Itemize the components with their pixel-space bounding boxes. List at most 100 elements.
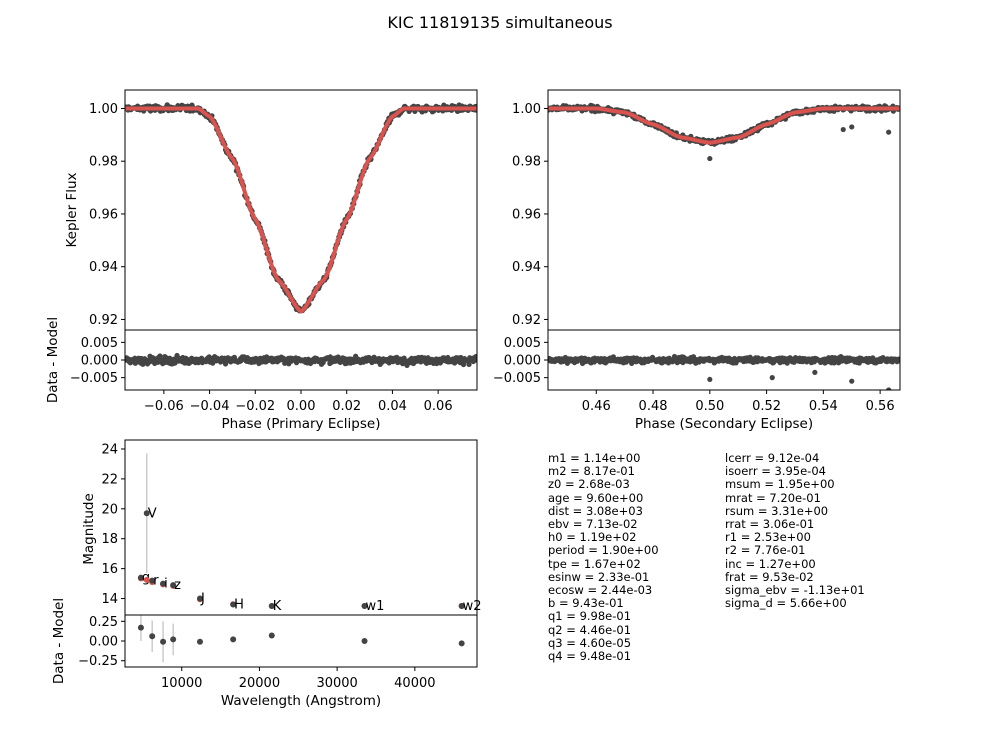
- data-point: [268, 603, 275, 610]
- parameter-line: q3 = 4.60e-05: [548, 635, 632, 650]
- x-tick-label: −0.02: [235, 399, 275, 414]
- x-tick-label: −0.04: [190, 399, 230, 414]
- y-tick-label: 20: [101, 502, 118, 517]
- model-curve: [548, 106, 900, 145]
- y-tick-label: 0.25: [89, 615, 118, 630]
- band-label: H: [234, 598, 244, 613]
- x-tick-label: 0.54: [809, 399, 838, 414]
- y-tick-label: −0.25: [78, 654, 118, 669]
- residual-point: [160, 638, 167, 645]
- band-label: z: [174, 578, 181, 593]
- y-axis-label: Magnitude: [81, 493, 97, 565]
- residual-point: [149, 633, 156, 640]
- y-tick-label: 0.94: [89, 260, 118, 275]
- parameter-line: m1 = 1.14e+00: [548, 451, 641, 465]
- x-tick-label: −0.06: [144, 399, 184, 414]
- residual-point: [458, 640, 465, 647]
- band-label: w2: [463, 599, 482, 614]
- y-tick-label: 24: [101, 442, 118, 457]
- figure-title: KIC 11819135 simultaneous: [387, 13, 612, 32]
- error-bars: [140, 615, 174, 663]
- data-points: [548, 102, 900, 162]
- y-tick-label: 1.00: [512, 102, 541, 117]
- parameter-line: inc = 1.27e+00: [725, 556, 816, 571]
- parameter-line: m2 = 8.17e-01: [548, 464, 635, 479]
- parameter-line: q4 = 9.48e-01: [548, 649, 632, 664]
- data-point: [230, 601, 237, 608]
- data-point: [149, 577, 156, 584]
- data-point: [170, 582, 177, 589]
- residual-point: [460, 361, 467, 368]
- outlier-residual: [886, 387, 892, 390]
- parameter-line: lcerr = 9.12e-04: [725, 451, 820, 465]
- parameter-line: rrat = 3.06e-01: [725, 517, 815, 532]
- parameter-line: q2 = 4.46e-01: [548, 622, 632, 637]
- x-tick-label: 20000: [239, 676, 280, 691]
- secondary-residuals-panel: −0.005 0.000 0.005 0.46 0.48 0.50 0.52 0.54 0.56…: [493, 329, 901, 432]
- x-tick-label: 10000: [161, 676, 202, 691]
- data-point: [361, 603, 368, 610]
- x-tick-label: 0.48: [639, 399, 668, 414]
- residual-point: [170, 636, 177, 643]
- band-label: i: [164, 577, 168, 592]
- x-axis-label: Wavelength (Angstrom): [221, 693, 381, 709]
- sed-panel: gVrizJHKw1w2141618202224Magnitude: [81, 439, 482, 616]
- y-tick-label: 14: [101, 592, 118, 607]
- y-tick-label: 0.005: [504, 336, 541, 351]
- band-label: V: [148, 506, 157, 521]
- parameter-line: ebv = 7.13e-02: [548, 517, 638, 532]
- x-tick-label: 0.52: [752, 399, 781, 414]
- parameter-line: tpe = 1.67e+02: [548, 556, 641, 571]
- y-tick-label: 0.92: [512, 313, 541, 328]
- axes-frame: [124, 89, 478, 331]
- residual-point: [230, 636, 237, 643]
- model-point: [143, 576, 150, 583]
- residual-point: [196, 638, 203, 645]
- primary-residuals-panel: −0.005 0.000 0.005 −0.06 −0.04 −0.02 0.00 0.02 0…: [45, 317, 478, 432]
- parameter-line: sigma_ebv = -1.13e+01: [725, 583, 865, 598]
- parameter-line: msum = 1.95e+00: [725, 477, 835, 492]
- band-label: K: [273, 599, 282, 614]
- y-tick-label: −0.005: [70, 371, 118, 386]
- parameter-line: age = 9.60e+00: [548, 490, 644, 505]
- y-tick-label: 0.000: [81, 354, 118, 369]
- residual-point: [473, 356, 477, 362]
- y-tick-label: 22: [101, 472, 118, 487]
- x-tick-label: 0.50: [695, 399, 724, 414]
- primary-eclipse-panel: 0.92 0.94 0.96 0.98 1.00 Kepler Flux: [64, 89, 478, 331]
- sed-residuals-panel: −0.25 0.00 0.25 10000 20000 30000 40000 Wavelen…: [51, 598, 478, 709]
- parameter-line: frat = 9.53e-02: [725, 569, 814, 584]
- residual-point: [466, 361, 472, 368]
- parameter-list-left: m1 = 1.14e+00 m2 = 8.17e-01 z0 = 2.68e-03 a…: [548, 451, 659, 664]
- x-axis-label: Phase (Secondary Eclipse): [635, 416, 813, 432]
- secondary-eclipse-panel: 0.92 0.94 0.96 0.98 1.00: [512, 89, 901, 331]
- residual-point: [896, 358, 900, 364]
- outlier-point: [840, 126, 846, 133]
- outlier-residual: [812, 369, 818, 375]
- y-tick-label: 0.96: [512, 207, 541, 222]
- data-point: [160, 580, 167, 587]
- parameter-line: z0 = 2.68e-03: [548, 477, 630, 492]
- data-point: [196, 595, 203, 602]
- residual-point: [361, 638, 368, 644]
- parameter-line: isoerr = 3.95e-04: [725, 464, 826, 479]
- y-tick-label: 0.98: [89, 155, 118, 170]
- band-label: r: [153, 574, 159, 589]
- parameter-line: h0 = 1.19e+02: [548, 530, 637, 545]
- outlier-residual: [707, 376, 713, 383]
- data-point: [137, 574, 144, 581]
- residual-point: [137, 624, 144, 631]
- y-tick-label: 18: [101, 532, 118, 547]
- outlier-residual: [769, 375, 775, 381]
- parameter-line: rsum = 3.31e+00: [725, 503, 829, 518]
- y-tick-label: 0.98: [512, 155, 541, 170]
- y-tick-label: 0.92: [89, 313, 118, 328]
- axes-frame: [547, 89, 901, 331]
- parameter-line: esinw = 2.33e-01: [548, 569, 650, 584]
- parameter-line: sigma_d = 5.66e+00: [725, 596, 847, 611]
- outlier-point: [886, 129, 892, 135]
- residual-points: [125, 352, 477, 368]
- x-tick-label: 0.00: [287, 399, 316, 414]
- parameter-line: r2 = 7.76e-01: [725, 543, 806, 558]
